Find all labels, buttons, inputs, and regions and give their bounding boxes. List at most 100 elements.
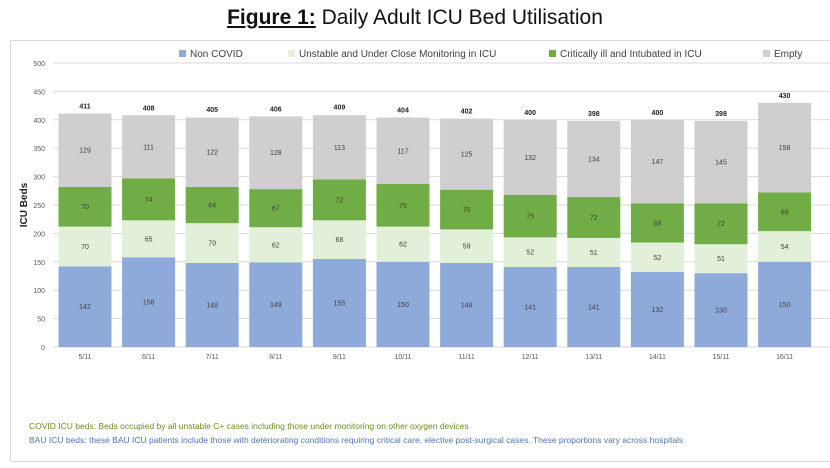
bar-segment [185, 117, 239, 187]
bar-segment [122, 115, 176, 179]
figure-title-text: Daily Adult ICU Bed Utilisation [321, 6, 603, 29]
bar-segment [567, 120, 621, 198]
x-tick-label: 14/11 [649, 354, 666, 361]
bar-segment [312, 258, 366, 347]
bar-segment [58, 266, 112, 347]
bar-segment [694, 273, 748, 347]
figure-title-prefix: Figure 1: [227, 6, 316, 29]
bar-segment [630, 272, 684, 347]
y-axis-label: ICU Beds [19, 182, 30, 227]
data-label: 70 [208, 241, 216, 248]
bar-segment [122, 220, 176, 258]
data-label: 145 [715, 160, 727, 167]
data-label: 149 [270, 302, 282, 309]
data-label: 155 [334, 300, 346, 307]
data-label: 59 [463, 244, 471, 251]
data-label: 75 [526, 214, 534, 221]
data-label: 54 [781, 244, 789, 251]
data-label: 142 [79, 304, 91, 311]
legend-swatch [288, 50, 295, 57]
data-label: 141 [524, 304, 536, 311]
x-tick-label: 6/11 [142, 354, 155, 361]
data-label: 72 [717, 221, 725, 228]
total-label: 408 [143, 105, 155, 112]
legend-entry: Non COVID [190, 49, 243, 60]
y-tick-label: 250 [33, 203, 45, 210]
bar-segment [630, 119, 684, 204]
bar-segment [185, 223, 239, 263]
data-label: 158 [779, 145, 791, 152]
data-label: 68 [336, 237, 344, 244]
data-label: 74 [145, 197, 153, 204]
legend-entry: Critically ill and Intubated in ICU [560, 49, 702, 60]
bar-segment [376, 183, 430, 227]
bar-segment [694, 120, 748, 204]
bar-segment [440, 189, 494, 230]
bar-segment [567, 197, 621, 238]
data-label: 148 [206, 302, 218, 309]
data-label: 148 [461, 302, 473, 309]
legend-entry: Empty [774, 49, 802, 60]
y-tick-label: 350 [33, 146, 45, 153]
data-label: 70 [463, 207, 471, 214]
x-tick-label: 16/11 [776, 354, 793, 361]
data-label: 158 [143, 300, 155, 307]
bar-segment [312, 220, 366, 259]
y-tick-label: 150 [33, 260, 45, 267]
data-label: 141 [588, 304, 600, 311]
data-label: 70 [81, 244, 89, 251]
bar-segment [758, 231, 812, 262]
total-label: 400 [524, 110, 536, 117]
data-label: 68 [781, 209, 789, 216]
chart-area: 0 50 100 150 200 250 300 350 400 450 500 ICU Beds 14… [10, 40, 830, 462]
data-label: 62 [272, 242, 280, 249]
bar-segment [312, 115, 366, 180]
data-label: 125 [461, 152, 473, 159]
data-label: 72 [590, 215, 598, 222]
data-label: 150 [779, 302, 791, 309]
bar-segment [503, 266, 557, 347]
legend-swatch [549, 50, 556, 57]
y-tick-label: 200 [33, 231, 45, 238]
bar-segment [630, 203, 684, 243]
y-tick-label: 300 [33, 175, 45, 182]
data-label: 70 [81, 204, 89, 211]
bar-segment [758, 261, 812, 347]
note-covid-beds: COVID ICU beds: Beds occupied by all uns… [29, 421, 469, 431]
data-label: 52 [526, 250, 534, 257]
total-label: 398 [588, 111, 600, 118]
legend-swatch [763, 50, 770, 57]
bar-segment [694, 244, 748, 274]
note-bau-beds: BAU ICU beds: these BAU ICU patients inc… [29, 435, 684, 445]
data-label: 69 [654, 220, 662, 227]
total-label: 404 [397, 108, 409, 115]
data-label: 72 [336, 197, 344, 204]
bar-segment [440, 262, 494, 347]
bar-segment [440, 118, 494, 190]
x-tick-label: 15/11 [713, 354, 730, 361]
y-tick-label: 0 [41, 345, 45, 352]
bar-segment [376, 226, 430, 262]
bar-segment [758, 192, 812, 232]
x-tick-label: 7/11 [206, 354, 219, 361]
total-label: 411 [79, 104, 90, 111]
data-label: 150 [397, 302, 409, 309]
bar-segment [122, 178, 176, 221]
stacked-bar-chart: 0 50 100 150 200 250 300 350 400 450 500 ICU Beds 14… [19, 49, 830, 361]
data-label: 62 [399, 242, 407, 249]
x-tick-label: 8/11 [269, 354, 282, 361]
legend-entry: Unstable and Under Close Monitoring in I… [299, 49, 496, 60]
bar-segment [503, 119, 557, 195]
bar-segment [440, 229, 494, 263]
total-label: 400 [652, 110, 664, 117]
bar-segment [567, 266, 621, 347]
x-tick-label: 5/11 [78, 354, 91, 361]
y-tick-label: 500 [33, 61, 45, 68]
total-label: 409 [334, 105, 346, 112]
figure-title: Figure 1: Daily Adult ICU Bed Utilisatio… [0, 6, 830, 30]
total-label: 402 [461, 109, 473, 116]
data-label: 129 [79, 148, 91, 155]
data-label: 51 [590, 250, 598, 257]
legend-swatch [179, 50, 186, 57]
data-label: 75 [399, 203, 407, 210]
